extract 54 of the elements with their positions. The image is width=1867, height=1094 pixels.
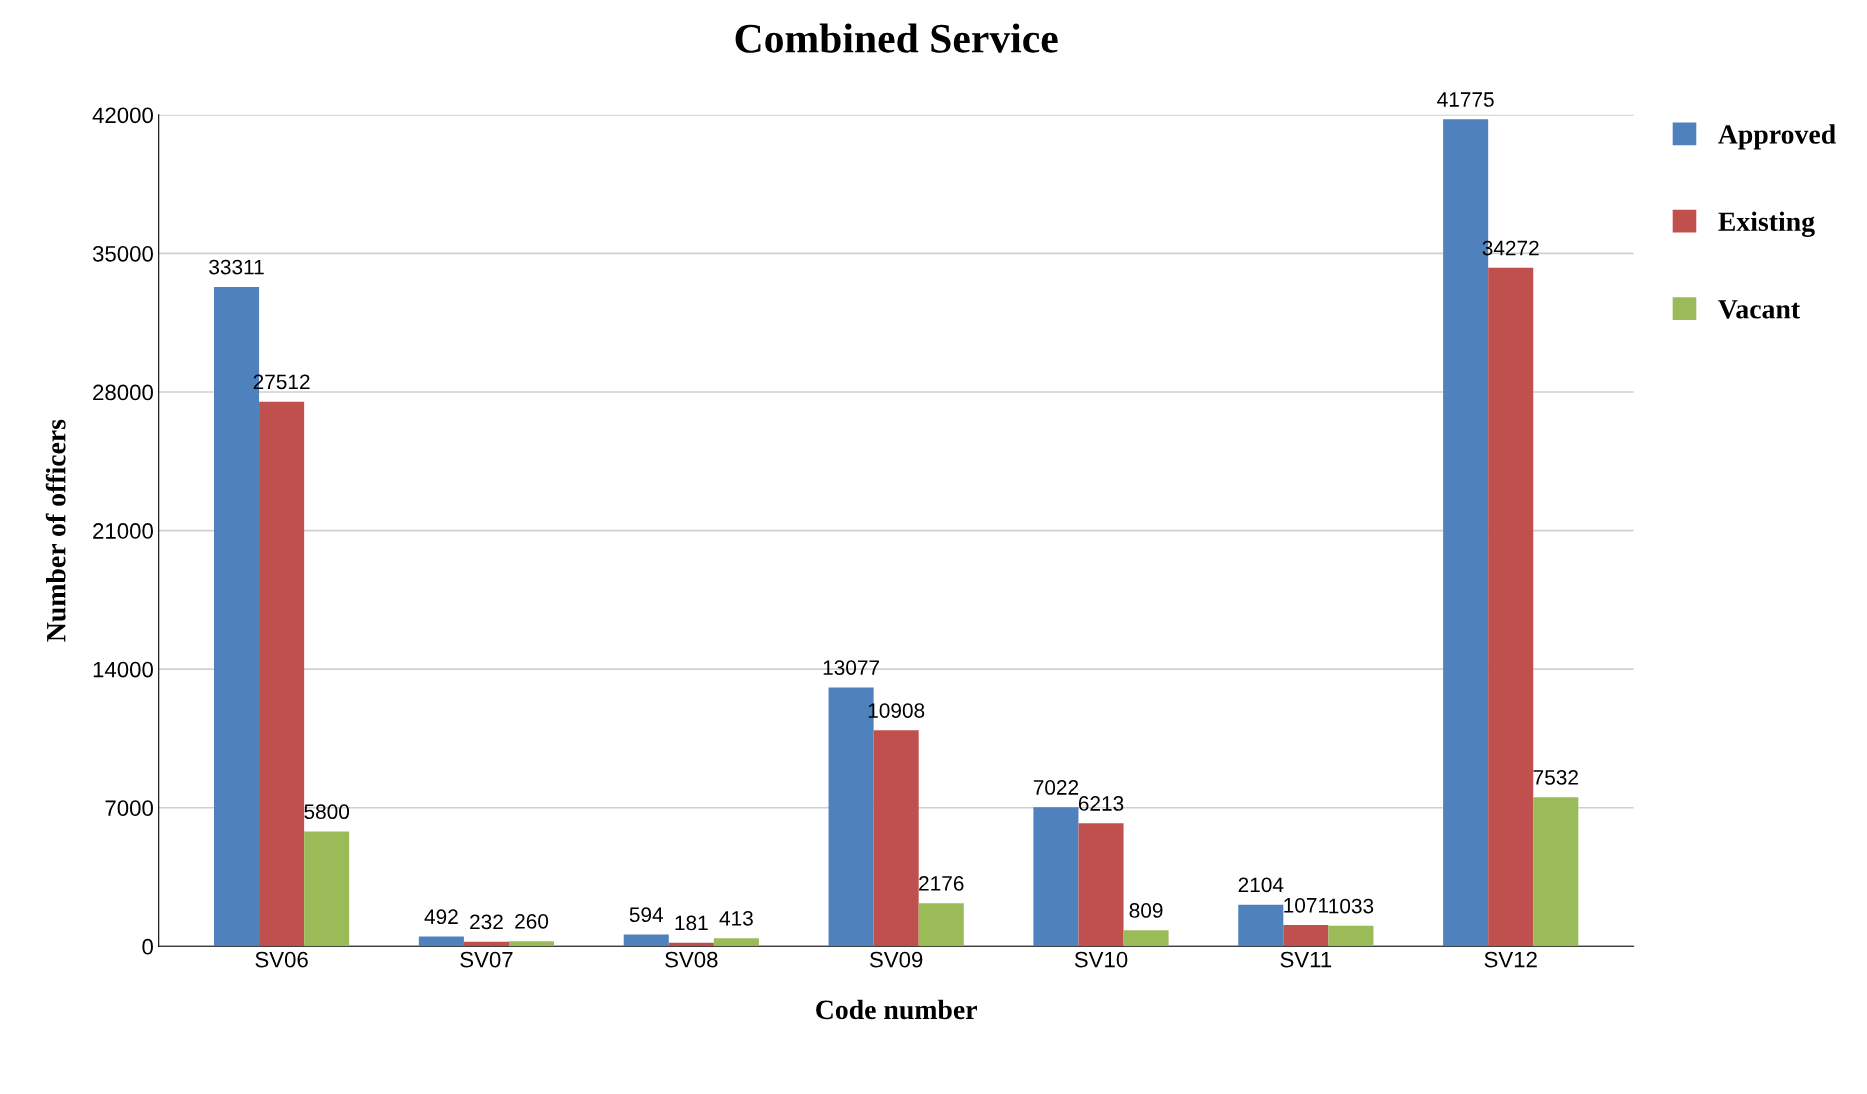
data-label: 232 bbox=[470, 914, 503, 930]
x-tick-label: SV09 bbox=[869, 951, 923, 968]
data-label: 7532 bbox=[1533, 770, 1578, 785]
chart-title: Combined Service bbox=[735, 23, 1058, 53]
x-tick-label: SV11 bbox=[1280, 951, 1332, 968]
x-axis-title: Code number bbox=[816, 999, 977, 1020]
bar bbox=[418, 936, 464, 947]
bar bbox=[713, 938, 759, 947]
bar bbox=[873, 730, 919, 947]
data-label: 594 bbox=[629, 907, 664, 923]
bar bbox=[1033, 807, 1079, 947]
x-tick-label: SV10 bbox=[1074, 951, 1128, 968]
bar bbox=[623, 934, 669, 947]
bar bbox=[1488, 267, 1534, 947]
legend-label: Approved bbox=[1718, 124, 1836, 150]
data-label: 181 bbox=[675, 915, 708, 931]
x-tick-label: SV08 bbox=[665, 951, 718, 968]
data-label: 7022 bbox=[1033, 780, 1079, 795]
data-label: 413 bbox=[719, 910, 753, 926]
bar bbox=[259, 401, 305, 947]
x-tick-label: SV06 bbox=[255, 951, 308, 968]
x-tick-label: SV07 bbox=[460, 951, 513, 968]
data-label: 13077 bbox=[823, 660, 880, 675]
legend-label: Existing bbox=[1718, 211, 1815, 237]
bar bbox=[1328, 925, 1374, 947]
y-tick-label: 35000 bbox=[92, 245, 153, 262]
bar bbox=[1533, 797, 1579, 947]
data-label: 41775 bbox=[1437, 92, 1494, 107]
data-label: 33311 bbox=[209, 259, 264, 275]
data-label: 1033 bbox=[1329, 898, 1374, 914]
data-label: 1071 bbox=[1284, 897, 1329, 913]
y-tick-label: 0 bbox=[142, 938, 153, 955]
data-label: 2104 bbox=[1238, 877, 1284, 893]
data-label: 809 bbox=[1129, 903, 1163, 918]
x-tick-label: SV12 bbox=[1484, 951, 1537, 968]
bar bbox=[1283, 925, 1329, 947]
bar bbox=[508, 941, 555, 947]
data-label: 5800 bbox=[304, 804, 350, 820]
y-tick-label: 7000 bbox=[105, 800, 153, 817]
data-label: 260 bbox=[515, 913, 549, 929]
y-tick-label: 14000 bbox=[93, 661, 153, 678]
y-tick-label: 28000 bbox=[93, 384, 153, 401]
bar bbox=[1078, 823, 1124, 947]
y-tick-label: 42000 bbox=[92, 107, 153, 124]
data-label: 2176 bbox=[919, 876, 964, 891]
bar bbox=[1238, 904, 1284, 947]
bar bbox=[304, 831, 350, 947]
bar bbox=[1123, 930, 1169, 947]
data-label: 6213 bbox=[1078, 796, 1124, 811]
bar bbox=[918, 903, 964, 947]
y-tick-label: 21000 bbox=[93, 523, 153, 539]
data-label: 492 bbox=[424, 909, 458, 925]
legend-label: Vacant bbox=[1718, 300, 1801, 319]
y-axis-title: Number of officers bbox=[45, 419, 66, 642]
